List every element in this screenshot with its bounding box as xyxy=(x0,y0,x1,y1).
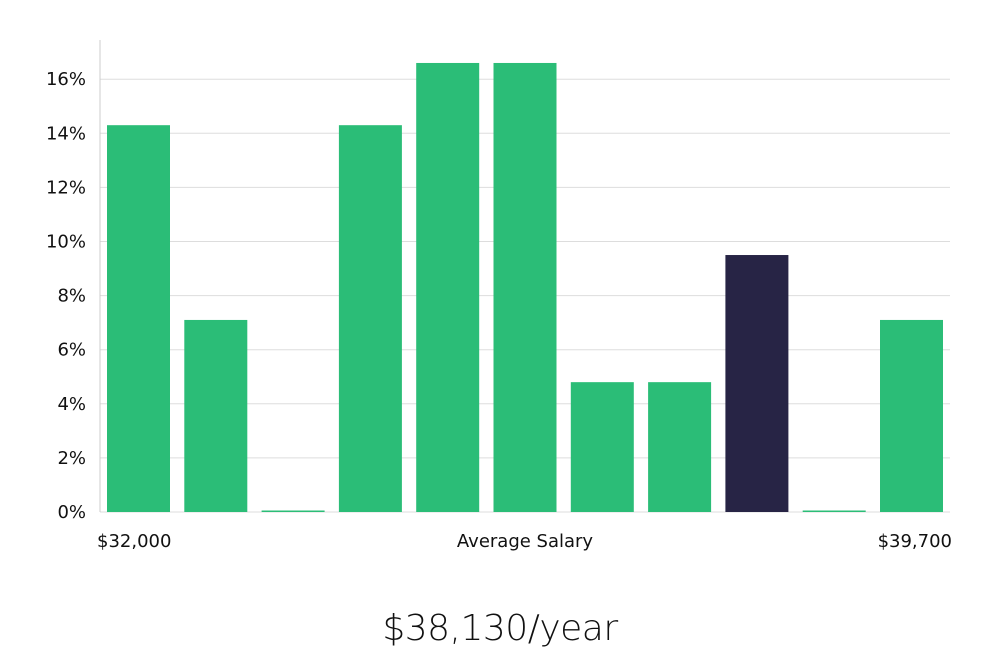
y-axis-ticks: 0% 2% 4% 6% 8% 10% 12% 14% 16% xyxy=(46,69,86,523)
bar xyxy=(880,319,943,512)
bar xyxy=(261,510,325,512)
salary-histogram: 0% 2% 4% 6% 8% 10% 12% 14% 16% $32,000 Average S… xyxy=(46,40,952,552)
y-tick-label: 8% xyxy=(57,286,86,307)
y-tick-label: 4% xyxy=(57,394,86,415)
bar xyxy=(570,382,634,512)
bar xyxy=(107,125,170,512)
bar xyxy=(493,62,557,512)
y-tick-label: 6% xyxy=(57,340,86,361)
y-tick-label: 16% xyxy=(46,69,86,90)
y-tick-label: 2% xyxy=(57,448,86,469)
average-salary-headline: $38,130/year xyxy=(382,608,618,649)
y-tick-label: 12% xyxy=(46,177,86,198)
bars xyxy=(107,62,943,512)
bar xyxy=(802,510,866,512)
bar xyxy=(184,319,248,512)
x-axis-label: Average Salary xyxy=(457,531,594,552)
x-max-label: $39,700 xyxy=(878,531,952,552)
y-tick-label: 14% xyxy=(46,123,86,144)
bar xyxy=(416,62,480,512)
bar xyxy=(338,125,402,512)
y-tick-label: 10% xyxy=(46,232,86,253)
bar-highlighted xyxy=(725,255,789,512)
x-min-label: $32,000 xyxy=(97,531,171,552)
y-tick-label: 0% xyxy=(57,502,86,523)
bar xyxy=(648,382,712,512)
